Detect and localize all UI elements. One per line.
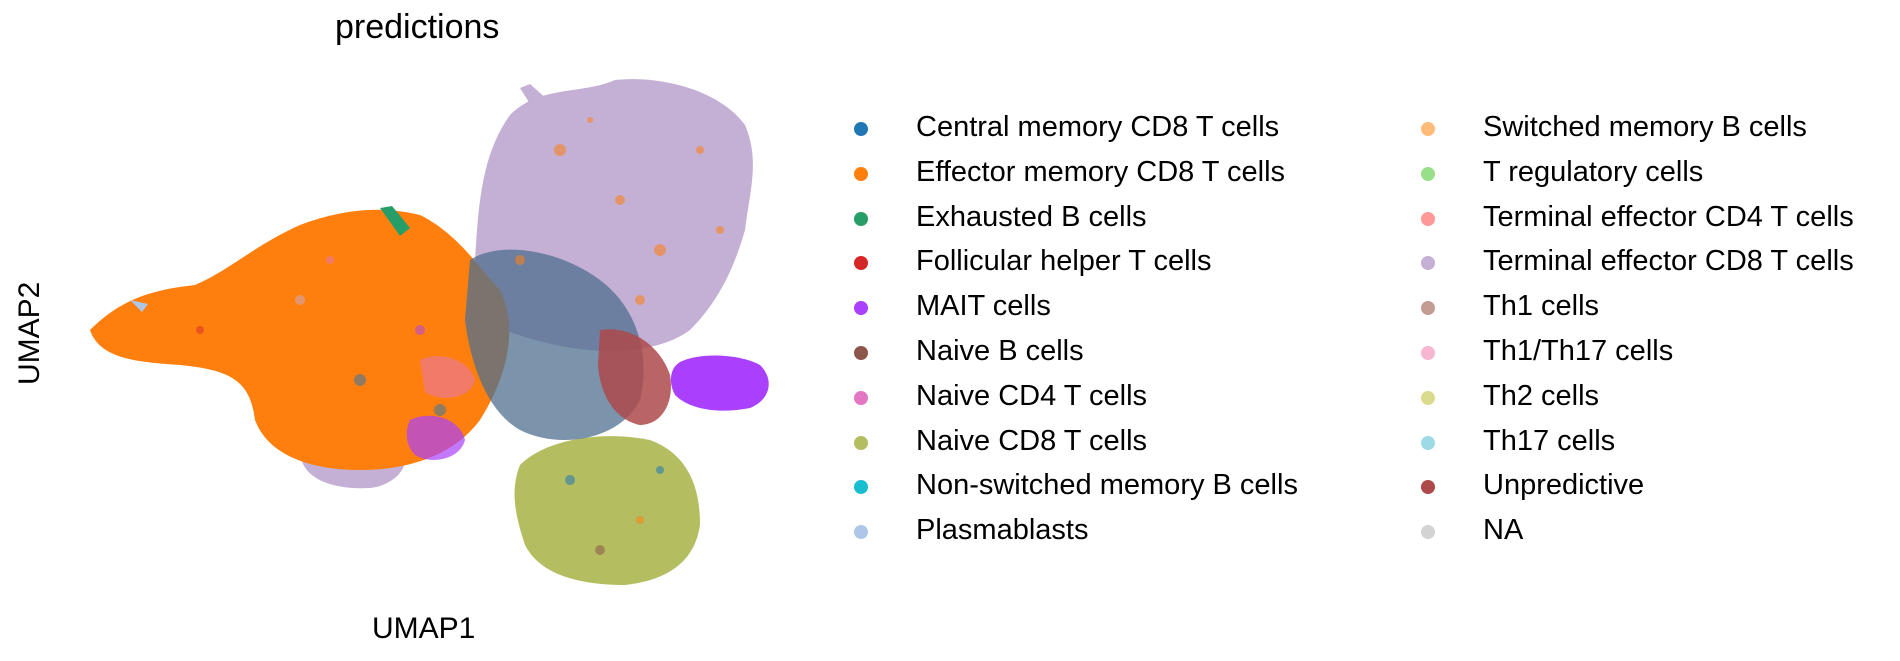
point-cloud <box>90 79 769 585</box>
chart-title: predictions <box>335 8 500 46</box>
legend-marker <box>854 390 868 405</box>
legend-marker <box>854 166 868 181</box>
cluster-naive-cd8 <box>514 436 700 585</box>
legend-label: NA <box>1483 514 1524 547</box>
legend-label: Naive B cells <box>916 335 1084 367</box>
y-axis-label: UMAP2 <box>13 281 46 385</box>
legend-label: Non-switched memory B cells <box>916 469 1298 502</box>
legend-marker <box>1421 211 1435 226</box>
legend-marker <box>1421 122 1435 136</box>
cluster-effector-memory-cd8 <box>90 209 510 470</box>
legend-label: Naive CD4 T cells <box>916 379 1148 412</box>
legend-marker <box>854 525 868 540</box>
legend-label: Terminal effector CD8 T cells <box>1483 245 1854 278</box>
green-scatter <box>565 466 664 555</box>
legend-marker <box>1421 525 1435 540</box>
legend-label: Naive CD8 T cells <box>916 424 1148 457</box>
legend-marker <box>854 211 868 226</box>
cluster-spike-top <box>520 84 548 104</box>
legend-marker <box>1421 256 1435 271</box>
legend-marker <box>1421 346 1435 360</box>
legend-marker <box>854 256 868 271</box>
cluster-unpredictive <box>598 329 671 425</box>
legend-label: Follicular helper T cells <box>916 245 1212 278</box>
orange-scatter <box>196 256 446 416</box>
cluster-naive-cd4 <box>420 356 475 398</box>
legend-marker <box>854 346 868 360</box>
legend-marker <box>854 480 868 495</box>
legend-label: T regulatory cells <box>1483 155 1704 188</box>
legend-label: Th17 cells <box>1483 424 1616 457</box>
legend-label: Unpredictive <box>1483 469 1645 502</box>
legend-label: Th2 cells <box>1483 379 1600 412</box>
legend-label: Terminal effector CD4 T cells <box>1483 200 1854 233</box>
legend-marker <box>1421 390 1435 405</box>
cluster-plasmablasts <box>130 300 148 312</box>
legend-marker <box>854 435 868 450</box>
cluster-mait-small <box>406 415 465 460</box>
legend-marker <box>1421 301 1435 316</box>
legend-marker <box>1421 166 1435 181</box>
legend-marker <box>854 122 868 136</box>
legend-marker <box>1421 435 1435 450</box>
cluster-mait <box>670 355 769 411</box>
legend-label: Central memory CD8 T cells <box>916 111 1280 143</box>
legend-label: MAIT cells <box>916 290 1051 323</box>
legend-label: Plasmablasts <box>916 514 1089 547</box>
cluster-exhausted-b <box>380 206 410 236</box>
legend-label: Switched memory B cells <box>1483 111 1807 143</box>
x-axis-label: UMAP1 <box>372 612 476 645</box>
legend-label: Th1/Th17 cells <box>1483 335 1674 367</box>
legend-label: Exhausted B cells <box>916 200 1147 233</box>
legend-marker <box>1421 480 1435 495</box>
cluster-central-memory-cd8 <box>465 249 644 440</box>
purple-scatter <box>515 117 724 305</box>
legend-label: Th1 cells <box>1483 290 1600 323</box>
legend-marker <box>854 301 868 316</box>
legend-label: Effector memory CD8 T cells <box>916 155 1286 188</box>
